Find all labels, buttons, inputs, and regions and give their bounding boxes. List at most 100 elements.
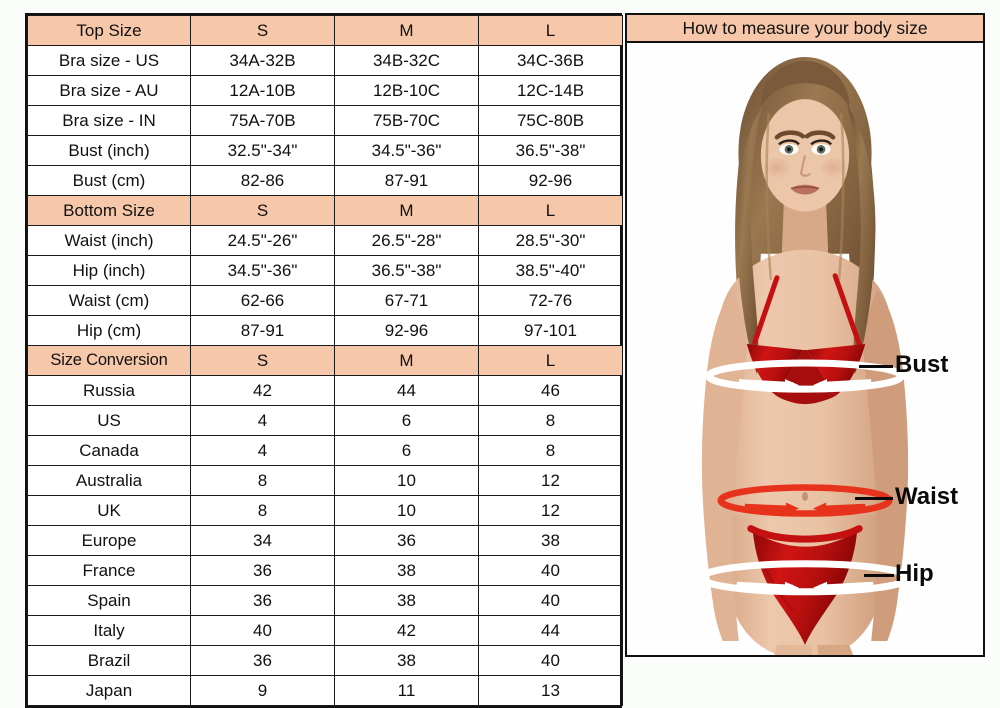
row-value-l: 34C-36B: [478, 45, 623, 76]
row-value-m: 11: [334, 675, 479, 706]
row-value-m: 12B-10C: [334, 75, 479, 106]
row-label: Bust (inch): [27, 135, 191, 166]
row-value-l: 12: [478, 465, 623, 496]
measure-guide-body: Bust Waist Hip: [625, 43, 985, 657]
bust-measure-band: [705, 359, 905, 393]
row-value-s: 82-86: [190, 165, 335, 196]
section-header-col-s: S: [190, 345, 335, 376]
bust-leader-line: [859, 365, 893, 368]
row-value-m: 42: [334, 615, 479, 646]
table-row: Japan 9 11 13: [27, 675, 623, 706]
row-value-l: 75C-80B: [478, 105, 623, 136]
table-row: Bra size - US 34A-32B 34B-32C 34C-36B: [27, 45, 623, 76]
row-label: Waist (inch): [27, 225, 191, 256]
row-value-s: 36: [190, 645, 335, 676]
row-value-s: 4: [190, 405, 335, 436]
section-header-col-m: M: [334, 195, 479, 226]
row-value-s: 8: [190, 495, 335, 526]
row-label: Hip (cm): [27, 315, 191, 346]
size-chart-table: Top Size S M L Bra size - US 34A-32B 34B…: [27, 15, 623, 706]
table-row: Bust (inch) 32.5"-34" 34.5"-36" 36.5"-38…: [27, 135, 623, 166]
table-row: Bra size - IN 75A-70B 75B-70C 75C-80B: [27, 105, 623, 136]
row-label: Japan: [27, 675, 191, 706]
section-header-col-l: L: [478, 195, 623, 226]
row-value-m: 26.5"-28": [334, 225, 479, 256]
row-value-l: 72-76: [478, 285, 623, 316]
row-value-l: 44: [478, 615, 623, 646]
row-label: Italy: [27, 615, 191, 646]
row-value-l: 38.5"-40": [478, 255, 623, 286]
section-header-col-s: S: [190, 195, 335, 226]
measure-guide-title: How to measure your body size: [682, 17, 928, 38]
row-label: Waist (cm): [27, 285, 191, 316]
table-row: France 36 38 40: [27, 555, 623, 586]
row-label: Hip (inch): [27, 255, 191, 286]
section-header-col-l: L: [478, 345, 623, 376]
table-row: Italy 40 42 44: [27, 615, 623, 646]
row-value-l: 46: [478, 375, 623, 406]
row-value-s: 12A-10B: [190, 75, 335, 106]
table-row: US 4 6 8: [27, 405, 623, 436]
table-row: Hip (cm) 87-91 92-96 97-101: [27, 315, 623, 346]
table-row: Waist (inch) 24.5"-26" 26.5"-28" 28.5"-3…: [27, 225, 623, 256]
size-chart-page: Top Size S M L Bra size - US 34A-32B 34B…: [25, 13, 985, 708]
size-chart-table-container: Top Size S M L Bra size - US 34A-32B 34B…: [25, 13, 623, 708]
section-header-label: Top Size: [27, 15, 191, 46]
row-value-m: 75B-70C: [334, 105, 479, 136]
row-value-l: 8: [478, 435, 623, 466]
row-value-s: 34.5"-36": [190, 255, 335, 286]
row-value-m: 10: [334, 495, 479, 526]
row-value-m: 38: [334, 585, 479, 616]
section-header-col-s: S: [190, 15, 335, 46]
row-value-l: 13: [478, 675, 623, 706]
table-row: Hip (inch) 34.5"-36" 36.5"-38" 38.5"-40": [27, 255, 623, 286]
row-value-s: 75A-70B: [190, 105, 335, 136]
row-label: US: [27, 405, 191, 436]
section-header-label: Bottom Size: [27, 195, 191, 226]
row-value-s: 36: [190, 555, 335, 586]
row-label: Bust (cm): [27, 165, 191, 196]
row-value-m: 38: [334, 645, 479, 676]
hip-label: Hip: [895, 560, 934, 587]
row-label: Australia: [27, 465, 191, 496]
row-value-l: 12: [478, 495, 623, 526]
waist-leader-line: [855, 497, 893, 500]
row-value-m: 10: [334, 465, 479, 496]
row-value-s: 9: [190, 675, 335, 706]
table-row: Europe 34 36 38: [27, 525, 623, 556]
row-value-m: 6: [334, 405, 479, 436]
section-header-row-bottom-size: Bottom Size S M L: [27, 195, 623, 226]
row-value-m: 67-71: [334, 285, 479, 316]
row-value-s: 42: [190, 375, 335, 406]
row-label: Spain: [27, 585, 191, 616]
row-value-m: 34B-32C: [334, 45, 479, 76]
section-header-col-m: M: [334, 15, 479, 46]
section-header-row-size-conversion: Size Conversion S M L: [27, 345, 623, 376]
measure-guide-panel: How to measure your body size: [625, 13, 985, 657]
row-value-l: 36.5"-38": [478, 135, 623, 166]
row-value-m: 34.5"-36": [334, 135, 479, 166]
row-value-l: 28.5"-30": [478, 225, 623, 256]
row-value-s: 32.5"-34": [190, 135, 335, 166]
section-header-col-m: M: [334, 345, 479, 376]
row-label: UK: [27, 495, 191, 526]
measure-guide-header: How to measure your body size: [625, 13, 985, 43]
row-value-m: 44: [334, 375, 479, 406]
row-value-m: 36.5"-38": [334, 255, 479, 286]
table-row: Waist (cm) 62-66 67-71 72-76: [27, 285, 623, 316]
row-value-l: 40: [478, 645, 623, 676]
hip-measure-band: [698, 560, 912, 596]
row-value-l: 38: [478, 525, 623, 556]
row-label: Canada: [27, 435, 191, 466]
row-value-m: 6: [334, 435, 479, 466]
table-row: Spain 36 38 40: [27, 585, 623, 616]
table-row: Bra size - AU 12A-10B 12B-10C 12C-14B: [27, 75, 623, 106]
row-value-l: 92-96: [478, 165, 623, 196]
table-row: Australia 8 10 12: [27, 465, 623, 496]
row-value-s: 34A-32B: [190, 45, 335, 76]
row-label: Brazil: [27, 645, 191, 676]
row-value-m: 92-96: [334, 315, 479, 346]
row-value-l: 40: [478, 555, 623, 586]
section-header-col-l: L: [478, 15, 623, 46]
bust-label: Bust: [895, 351, 949, 378]
